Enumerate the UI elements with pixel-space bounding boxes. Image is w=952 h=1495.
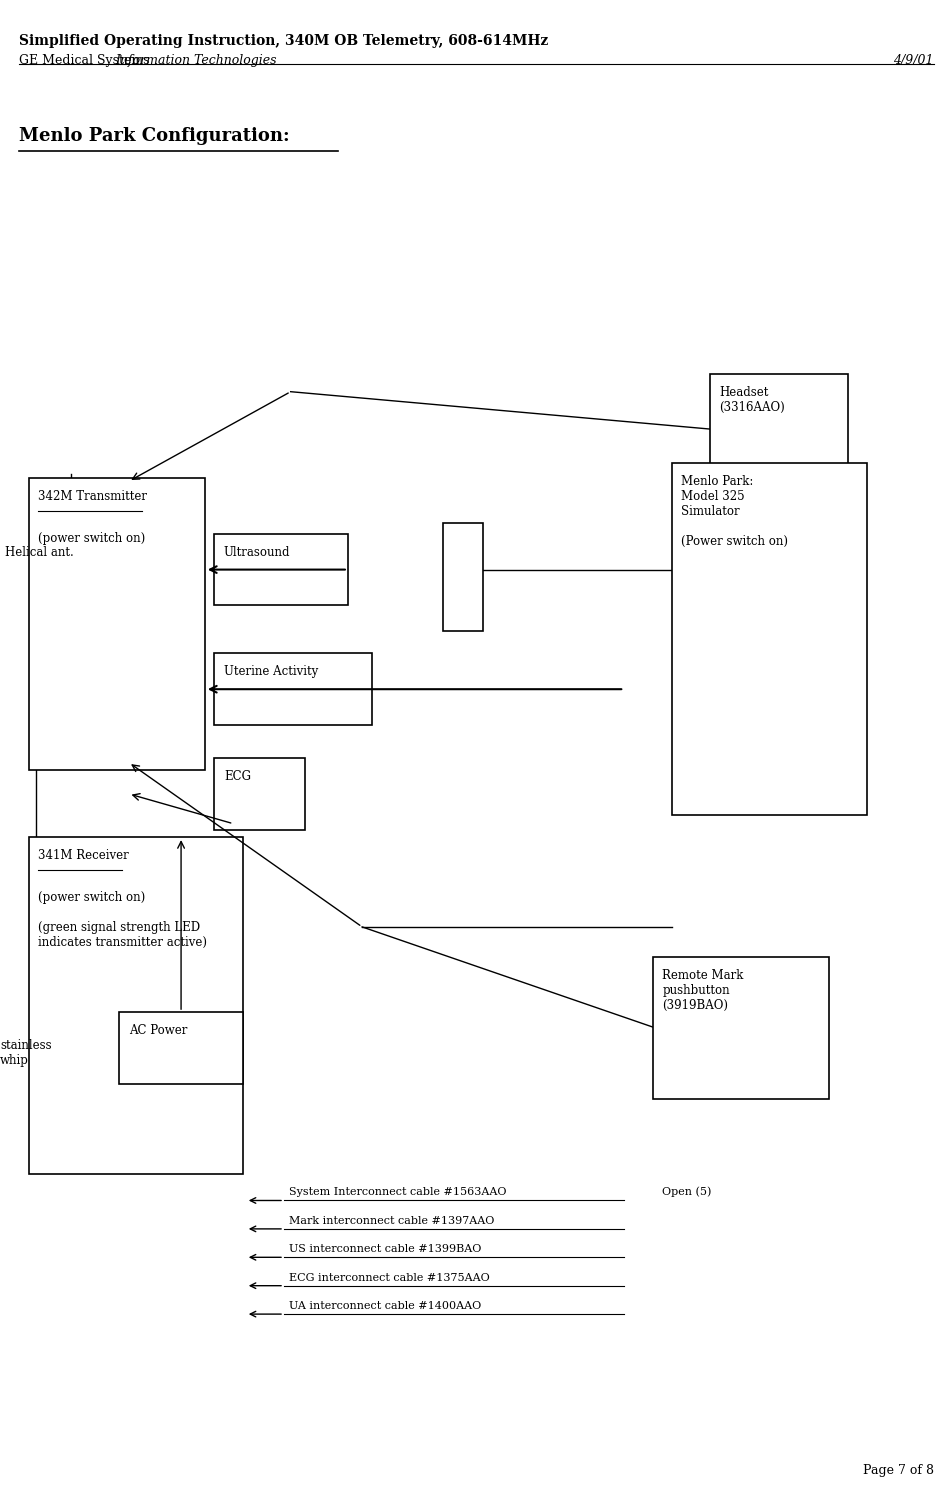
Text: 342M Transmitter: 342M Transmitter: [38, 490, 147, 504]
FancyBboxPatch shape: [214, 653, 371, 725]
FancyBboxPatch shape: [214, 534, 347, 605]
Text: Simplified Operating Instruction, 340M OB Telemetry, 608-614MHz: Simplified Operating Instruction, 340M O…: [19, 34, 547, 48]
Text: System Interconnect cable #1563AAO: System Interconnect cable #1563AAO: [288, 1187, 506, 1197]
Text: (power switch on)

(green signal strength LED
indicates transmitter active): (power switch on) (green signal strength…: [38, 876, 207, 949]
FancyBboxPatch shape: [443, 523, 483, 631]
Text: (power switch on): (power switch on): [38, 517, 146, 546]
FancyBboxPatch shape: [29, 478, 205, 770]
Text: AC Power: AC Power: [129, 1024, 187, 1038]
Text: ECG interconnect cable #1375AAO: ECG interconnect cable #1375AAO: [288, 1272, 489, 1283]
Text: Open (5): Open (5): [662, 1187, 711, 1197]
FancyBboxPatch shape: [709, 374, 847, 486]
Text: Helical ant.: Helical ant.: [5, 546, 73, 559]
Text: Mark interconnect cable #1397AAO: Mark interconnect cable #1397AAO: [288, 1215, 494, 1226]
Text: 4/9/01: 4/9/01: [893, 54, 933, 67]
Text: Menlo Park Configuration:: Menlo Park Configuration:: [19, 127, 289, 145]
FancyBboxPatch shape: [671, 463, 866, 815]
Text: Menlo Park:
Model 325
Simulator

(Power switch on): Menlo Park: Model 325 Simulator (Power s…: [681, 475, 787, 549]
Text: GE Medical Systems: GE Medical Systems: [19, 54, 153, 67]
Text: Headset
(3316AAO): Headset (3316AAO): [719, 386, 784, 414]
Text: stainless
whip: stainless whip: [0, 1039, 51, 1067]
Text: US interconnect cable #1399BAO: US interconnect cable #1399BAO: [288, 1244, 481, 1254]
Text: UA interconnect cable #1400AAO: UA interconnect cable #1400AAO: [288, 1301, 481, 1311]
FancyBboxPatch shape: [29, 837, 243, 1174]
Text: Information Technologies: Information Technologies: [115, 54, 276, 67]
Text: 341M Receiver: 341M Receiver: [38, 849, 129, 863]
Text: ECG: ECG: [224, 770, 250, 783]
FancyBboxPatch shape: [652, 957, 828, 1099]
FancyBboxPatch shape: [119, 1012, 243, 1084]
Text: Ultrasound: Ultrasound: [224, 546, 290, 559]
Text: Remote Mark
pushbutton
(3919BAO): Remote Mark pushbutton (3919BAO): [662, 969, 743, 1012]
FancyBboxPatch shape: [214, 758, 305, 830]
Text: Uterine Activity: Uterine Activity: [224, 665, 318, 679]
Text: Page 7 of 8: Page 7 of 8: [862, 1464, 933, 1477]
